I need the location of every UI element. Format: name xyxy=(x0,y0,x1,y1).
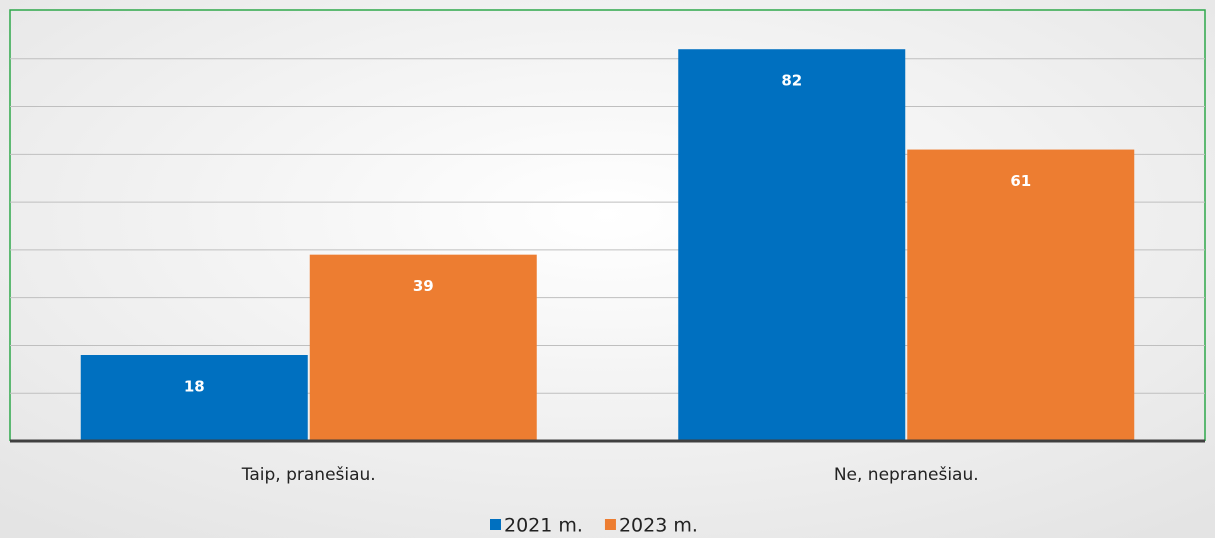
legend-label: 2021 m. xyxy=(504,515,583,537)
bar xyxy=(678,49,906,441)
legend-swatch xyxy=(604,519,616,530)
bar xyxy=(309,254,537,441)
legend-label: 2023 m. xyxy=(619,515,698,537)
bar xyxy=(907,149,1135,442)
value-label: 39 xyxy=(413,277,434,295)
legend-swatch xyxy=(490,519,501,530)
value-label: 18 xyxy=(184,378,205,396)
value-label: 82 xyxy=(781,72,802,90)
x-tick-label: Ne, nepranešiau. xyxy=(834,465,979,485)
bar xyxy=(80,355,308,441)
plot-border xyxy=(9,9,1206,441)
x-tick-label: Taip, pranešiau. xyxy=(241,465,376,485)
value-label: 61 xyxy=(1010,172,1031,190)
